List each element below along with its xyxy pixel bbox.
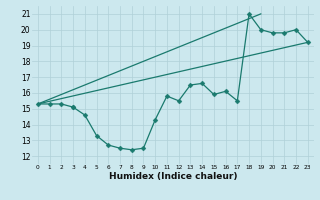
- X-axis label: Humidex (Indice chaleur): Humidex (Indice chaleur): [108, 172, 237, 181]
